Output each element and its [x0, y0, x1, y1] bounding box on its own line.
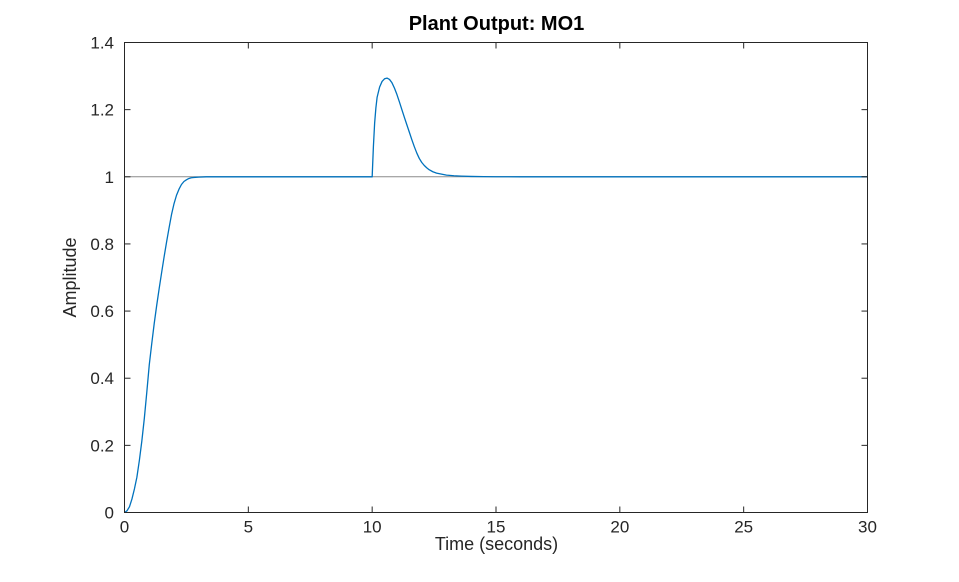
y-axis-label: Amplitude	[60, 237, 80, 317]
x-tick-label: 15	[487, 518, 506, 537]
y-tick-label: 0.6	[90, 302, 114, 321]
y-tick-label: 1.2	[90, 101, 114, 120]
x-tick-label: 30	[858, 518, 877, 537]
x-tick-label: 10	[363, 518, 382, 537]
x-tick-label: 25	[734, 518, 753, 537]
y-tick-label: 1	[105, 168, 114, 187]
x-tick-label: 0	[120, 518, 129, 537]
series-plant-output	[124, 77, 868, 514]
x-axis-label: Time (seconds)	[435, 534, 558, 554]
y-tick-label: 1.4	[90, 34, 114, 53]
y-tick-label: 0.8	[90, 235, 114, 254]
axes-box	[124, 42, 868, 513]
x-tick-label: 5	[244, 518, 253, 537]
y-tick-label: 0	[105, 504, 114, 523]
y-tick-label: 0.2	[90, 436, 114, 455]
plot-content: 0 5 10 15 20 25 30 0 0.2 0.4 0.6 0.8 1 1.2 1.4	[90, 34, 877, 537]
x-tick-label: 20	[610, 518, 629, 537]
y-tick-label: 0.4	[90, 369, 114, 388]
plot-title: Plant Output: MO1	[409, 13, 585, 35]
